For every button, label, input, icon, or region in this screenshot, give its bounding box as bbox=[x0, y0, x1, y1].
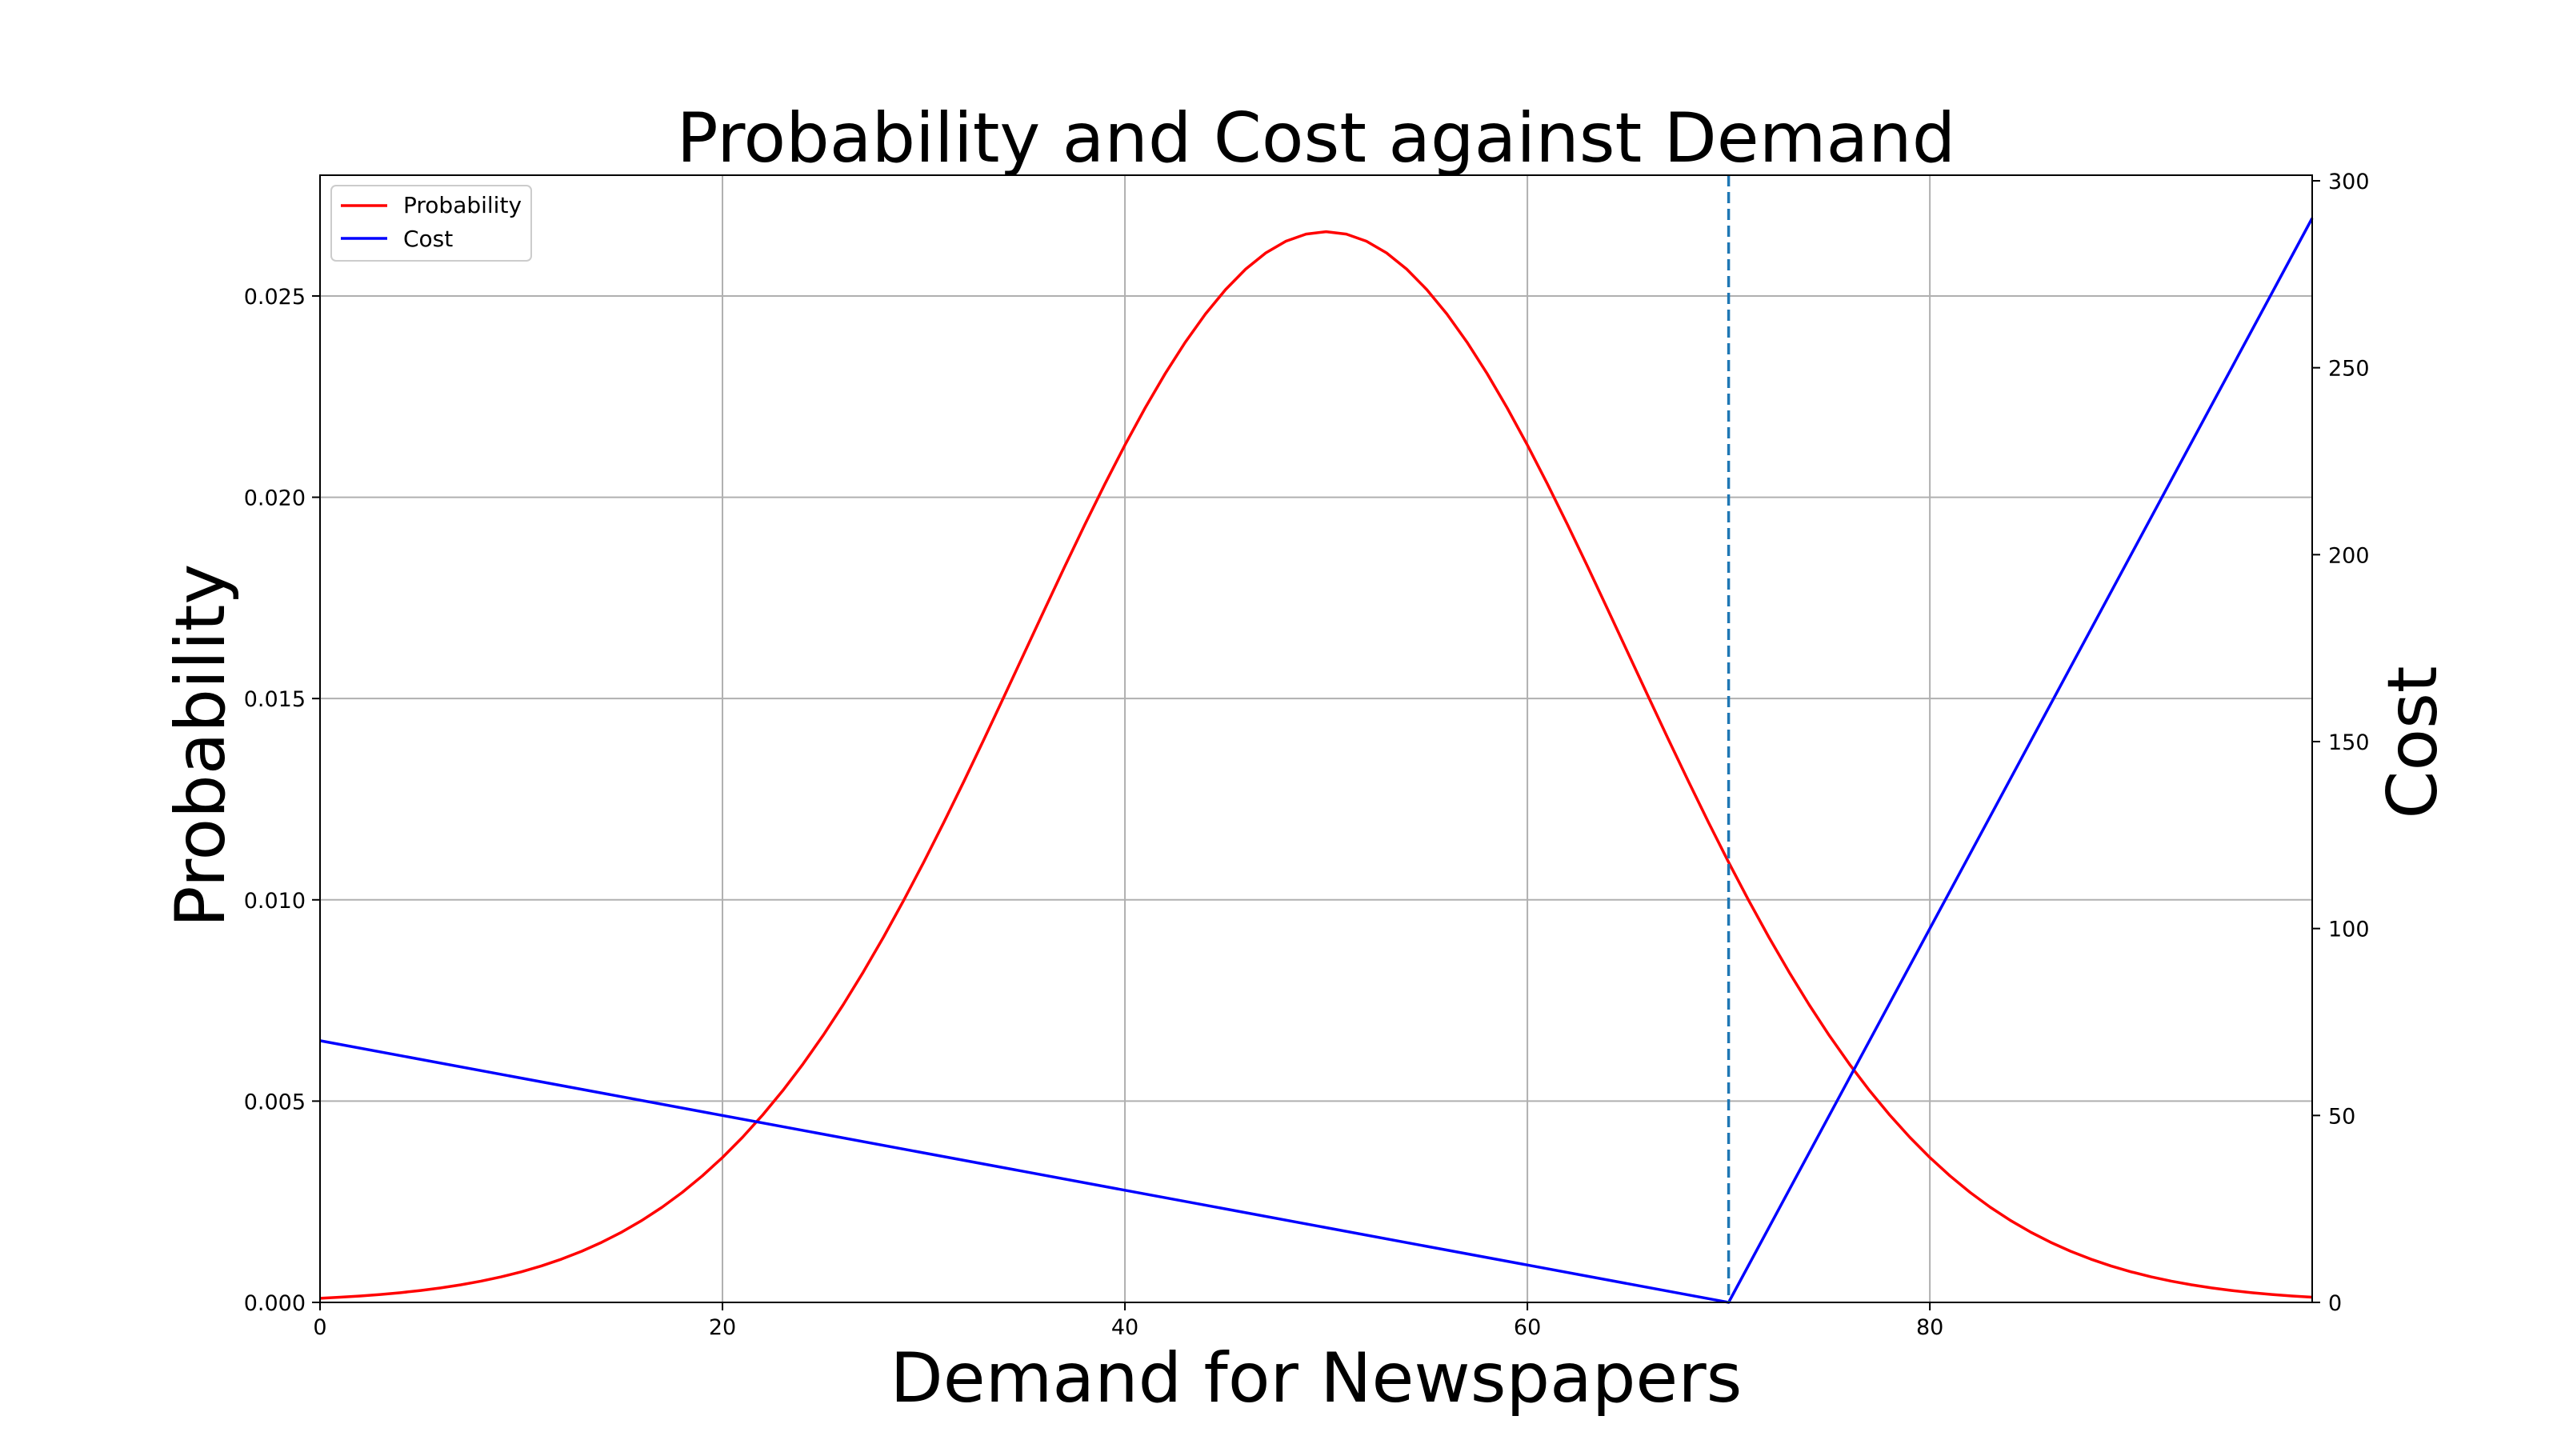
y-right-tick-label: 200 bbox=[2328, 543, 2370, 568]
y-right-axis-title: Cost bbox=[2373, 666, 2453, 818]
y-left-tick-label: 0.015 bbox=[244, 687, 306, 712]
y-right-tick-label: 300 bbox=[2328, 170, 2370, 194]
y-left-tick-label: 0.005 bbox=[244, 1090, 306, 1114]
ticks-layer: 0 20 40 60 80 0.000 0.005 0.010 0.015 0.020 0.025 0… bbox=[244, 170, 2370, 1340]
y-left-tick-label: 0.020 bbox=[244, 486, 306, 511]
grid bbox=[320, 175, 2312, 1302]
y-right-tick-label: 250 bbox=[2328, 357, 2370, 382]
series-line-probability bbox=[319, 230, 2313, 1300]
x-tick-label: 20 bbox=[709, 1315, 736, 1340]
y-left-tick-label: 0.010 bbox=[244, 889, 306, 914]
y-right-tick-label: 100 bbox=[2328, 918, 2370, 942]
x-tick-label: 40 bbox=[1111, 1315, 1138, 1340]
x-axis-title: Demand for Newspapers bbox=[890, 1338, 1743, 1418]
y-left-tick-label: 0.025 bbox=[244, 285, 306, 310]
legend: Probability Cost bbox=[330, 185, 532, 262]
x-tick-label: 0 bbox=[313, 1315, 326, 1340]
chart-title: Probability and Cost against Demand bbox=[677, 98, 1956, 178]
y-left-axis-title: Probability bbox=[161, 564, 241, 928]
x-tick-label: 80 bbox=[1916, 1315, 1943, 1340]
plot-frame bbox=[319, 174, 2313, 1303]
legend-label-probability: Probability bbox=[403, 192, 522, 218]
legend-label-cost: Cost bbox=[403, 226, 453, 252]
y-left-tick-label: 0.000 bbox=[244, 1291, 306, 1316]
y-right-tick-label: 150 bbox=[2328, 730, 2370, 755]
y-right-tick-label: 0 bbox=[2328, 1291, 2342, 1316]
y-right-tick-label: 50 bbox=[2328, 1104, 2355, 1129]
x-tick-label: 60 bbox=[1514, 1315, 1541, 1340]
